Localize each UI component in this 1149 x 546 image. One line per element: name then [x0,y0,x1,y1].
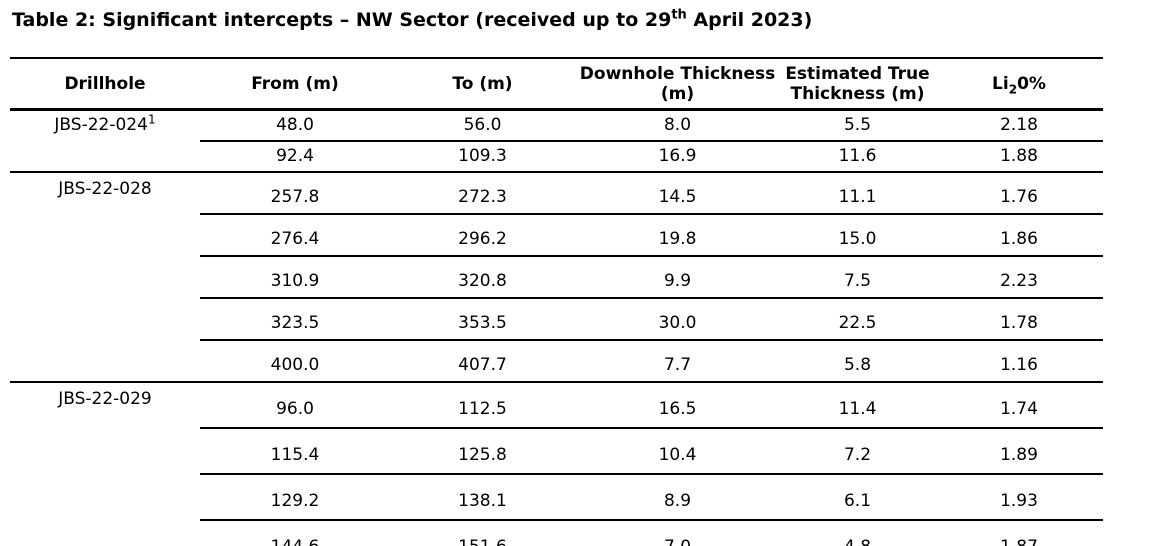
cell-from: 144.6 [200,519,390,546]
cell-true-thickness: 11.6 [780,140,935,172]
section-jbs-22-024: JBS-22-0241 48.0 56.0 8.0 5.5 2.18 92.4 … [10,110,1103,172]
col-header-downhole-thickness: Downhole Thickness (m) [579,64,776,104]
table-row: JBS-22-0241 48.0 56.0 8.0 5.5 2.18 [10,110,1103,142]
cell-true-thickness: 15.0 [780,213,935,256]
cell-li2o-grade: 1.76 [1000,187,1038,207]
cell-to: 320.8 [390,255,575,298]
cell-to: 125.8 [390,427,575,474]
table-header: Drillhole From (m) To (m) Downhole Thick… [10,58,1103,110]
cell-li2o-grade: 2.18 [1000,115,1038,135]
cell-downhole-thickness: 9.9 [575,255,780,298]
li2o-subscript: 2 [1008,82,1018,97]
cell-true-thickness: 11.1 [838,187,877,207]
table-row: 92.4 109.3 16.9 11.6 1.88 [10,140,1103,172]
col-header-from: From (m) [251,74,339,94]
cell-downhole-thickness: 10.4 [575,427,780,474]
drillhole-label: JBS-22-0241 [54,112,156,135]
cell-true-thickness: 5.8 [780,339,935,382]
table-row: 310.9 320.8 9.9 7.5 2.23 [10,255,1103,298]
table-row: 115.4 125.8 10.4 7.2 1.89 [10,427,1103,474]
cell-li2o-grade: 2.23 [935,255,1103,298]
cell-li2o-grade: 1.87 [935,519,1103,546]
cell-downhole-thickness: 8.9 [575,473,780,520]
cell-li2o-grade: 1.86 [935,213,1103,256]
drillhole-label: JBS-22-028 [58,179,152,199]
col-header-li2o-grade: Li20% [992,74,1046,97]
col-header-drillhole: Drillhole [64,74,146,94]
cell-to: 109.3 [390,140,575,172]
title-text-end: April 2023) [686,9,813,31]
cell-to: 151.6 [390,519,575,546]
cell-from: 48.0 [276,115,314,135]
cell-to: 56.0 [463,115,502,135]
table-row: 144.6 151.6 7.0 4.8 1.87 [10,519,1103,546]
cell-to: 112.5 [458,399,507,419]
cell-downhole-thickness: 8.0 [663,115,692,135]
cell-from: 400.0 [200,339,390,382]
cell-li2o-grade: 1.74 [1000,399,1038,419]
cell-from: 115.4 [200,427,390,474]
cell-true-thickness: 6.1 [780,473,935,520]
table-row: JBS-22-029 96.0 112.5 16.5 11.4 1.74 [10,382,1103,428]
footnote-marker: 1 [147,112,156,127]
cell-from: 129.2 [200,473,390,520]
intercepts-table: Drillhole From (m) To (m) Downhole Thick… [10,57,1103,546]
cell-li2o-grade: 1.89 [935,427,1103,474]
cell-true-thickness: 7.5 [780,255,935,298]
section-jbs-22-029: JBS-22-029 96.0 112.5 16.5 11.4 1.74 115… [10,382,1103,546]
cell-downhole-thickness: 19.8 [575,213,780,256]
cell-to: 272.3 [458,187,507,207]
cell-downhole-thickness: 16.5 [658,399,697,419]
cell-from: 92.4 [200,140,390,172]
cell-from: 310.9 [200,255,390,298]
cell-downhole-thickness: 14.5 [658,187,697,207]
section-jbs-22-028: JBS-22-028 257.8 272.3 14.5 11.1 1.76 27… [10,172,1103,382]
col-header-true-thickness: Estimated True Thickness (m) [785,64,930,104]
title-text: Table 2: Significant intercepts – NW Sec… [12,9,672,31]
cell-li2o-grade: 1.93 [935,473,1103,520]
cell-to: 407.7 [390,339,575,382]
table-row: 323.5 353.5 30.0 22.5 1.78 [10,297,1103,340]
cell-downhole-thickness: 30.0 [575,297,780,340]
cell-to: 296.2 [390,213,575,256]
cell-from: 257.8 [270,187,320,207]
cell-downhole-thickness: 16.9 [575,140,780,172]
drillhole-label: JBS-22-029 [58,389,152,409]
cell-to: 353.5 [390,297,575,340]
table-row: 276.4 296.2 19.8 15.0 1.86 [10,213,1103,256]
cell-li2o-grade: 1.16 [935,339,1103,382]
cell-true-thickness: 4.8 [780,519,935,546]
cell-true-thickness: 11.4 [838,399,877,419]
cell-from: 96.0 [276,399,314,419]
cell-downhole-thickness: 7.7 [575,339,780,382]
cell-true-thickness: 5.5 [843,115,872,135]
table-row: 129.2 138.1 8.9 6.1 1.93 [10,473,1103,520]
col-header-to: To (m) [452,74,513,94]
cell-downhole-thickness: 7.0 [575,519,780,546]
cell-true-thickness: 7.2 [780,427,935,474]
cell-true-thickness: 22.5 [780,297,935,340]
cell-from: 276.4 [200,213,390,256]
table-row: JBS-22-028 257.8 272.3 14.5 11.1 1.76 [10,172,1103,214]
table-row: 400.0 407.7 7.7 5.8 1.16 [10,339,1103,382]
table-header-row: Drillhole From (m) To (m) Downhole Thick… [10,58,1103,110]
cell-li2o-grade: 1.78 [935,297,1103,340]
title-superscript: th [671,7,687,23]
cell-li2o-grade: 1.88 [935,140,1103,172]
cell-to: 138.1 [390,473,575,520]
page-title: Table 2: Significant intercepts – NW Sec… [12,8,1149,32]
cell-from: 323.5 [200,297,390,340]
